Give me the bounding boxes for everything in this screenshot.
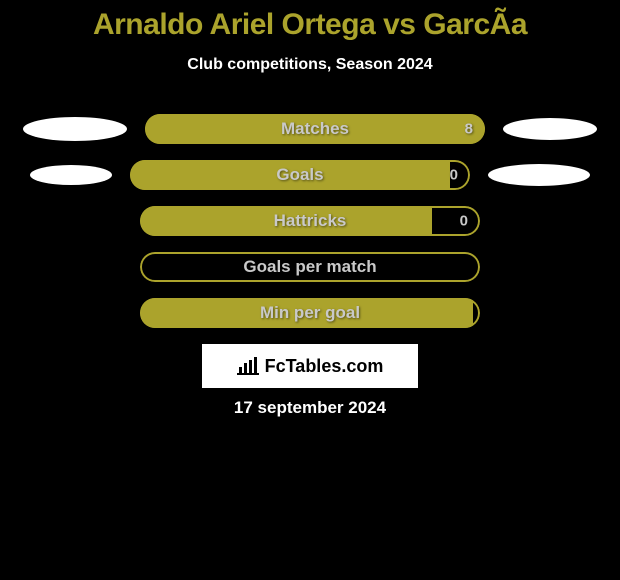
stat-bar: Min per goal	[140, 298, 480, 328]
stat-bar: Hattricks 0	[140, 206, 480, 236]
date-text: 17 september 2024	[0, 398, 620, 418]
stat-label: Goals per match	[243, 257, 376, 277]
stat-label: Matches	[281, 119, 349, 139]
player-left-marker	[23, 117, 127, 141]
stat-label: Hattricks	[274, 211, 347, 231]
stat-row: Goals per match	[0, 252, 620, 282]
brand-badge: FcTables.com	[202, 344, 418, 388]
stat-bar: Goals per match	[140, 252, 480, 282]
stat-bar: Goals 0	[130, 160, 470, 190]
comparison-infographic: Arnaldo Ariel Ortega vs GarcÃa Club comp…	[0, 0, 620, 418]
player-right-marker	[503, 118, 597, 140]
page-title: Arnaldo Ariel Ortega vs GarcÃa	[0, 8, 620, 42]
stat-value: 0	[460, 213, 468, 230]
stat-row: Matches 8	[0, 114, 620, 144]
stat-value: 8	[465, 121, 473, 138]
stat-row: Goals 0	[0, 160, 620, 190]
stat-bar: Matches 8	[145, 114, 485, 144]
player-right-marker	[488, 164, 590, 186]
stat-row: Hattricks 0	[0, 206, 620, 236]
stat-value: 0	[450, 167, 458, 184]
chart-icon	[237, 357, 259, 375]
player-left-marker	[30, 165, 112, 185]
stat-label: Goals	[276, 165, 323, 185]
stat-label: Min per goal	[260, 303, 360, 323]
brand-text: FcTables.com	[265, 356, 384, 377]
page-subtitle: Club competitions, Season 2024	[0, 56, 620, 74]
stat-rows: Matches 8 Goals 0 Hattricks 0 Goals per match M…	[0, 114, 620, 328]
stat-row: Min per goal	[0, 298, 620, 328]
